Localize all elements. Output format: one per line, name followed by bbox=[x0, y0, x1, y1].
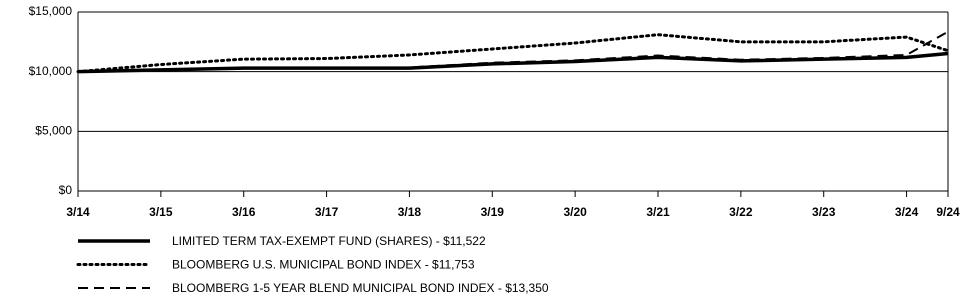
x-tick-label: 3/15 bbox=[149, 205, 173, 219]
x-tick-label: 3/17 bbox=[315, 205, 339, 219]
x-tick-label: 3/18 bbox=[398, 205, 422, 219]
x-tick-label: 3/20 bbox=[563, 205, 587, 219]
x-tick-label: 9/24 bbox=[936, 205, 960, 219]
legend-label: LIMITED TERM TAX-EXEMPT FUND (SHARES) - … bbox=[172, 234, 486, 248]
y-tick-label: $5,000 bbox=[35, 124, 72, 138]
x-tick-label: 3/19 bbox=[481, 205, 505, 219]
x-tick-label: 3/24 bbox=[895, 205, 919, 219]
x-tick-label: 3/16 bbox=[232, 205, 256, 219]
legend-label: BLOOMBERG 1-5 YEAR BLEND MUNICIPAL BOND … bbox=[172, 281, 549, 295]
x-tick-label: 3/21 bbox=[646, 205, 670, 219]
y-tick-label: $10,000 bbox=[29, 64, 73, 78]
y-tick-label: $15,000 bbox=[29, 4, 73, 18]
x-tick-label: 3/14 bbox=[66, 205, 90, 219]
x-tick-label: 3/23 bbox=[812, 205, 836, 219]
series-line bbox=[76, 33, 950, 74]
y-tick-label: $0 bbox=[59, 183, 73, 197]
series-line bbox=[77, 30, 949, 73]
legend-label: BLOOMBERG U.S. MUNICIPAL BOND INDEX - $1… bbox=[172, 258, 475, 272]
x-tick-label: 3/22 bbox=[729, 205, 753, 219]
